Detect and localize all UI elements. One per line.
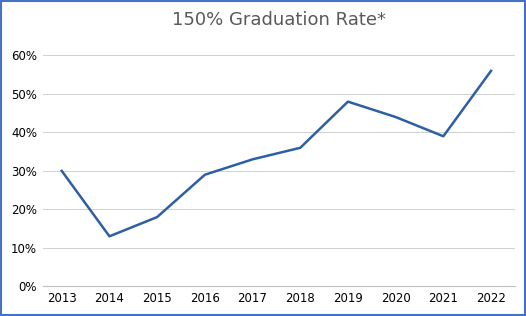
Title: 150% Graduation Rate*: 150% Graduation Rate* <box>172 11 386 29</box>
